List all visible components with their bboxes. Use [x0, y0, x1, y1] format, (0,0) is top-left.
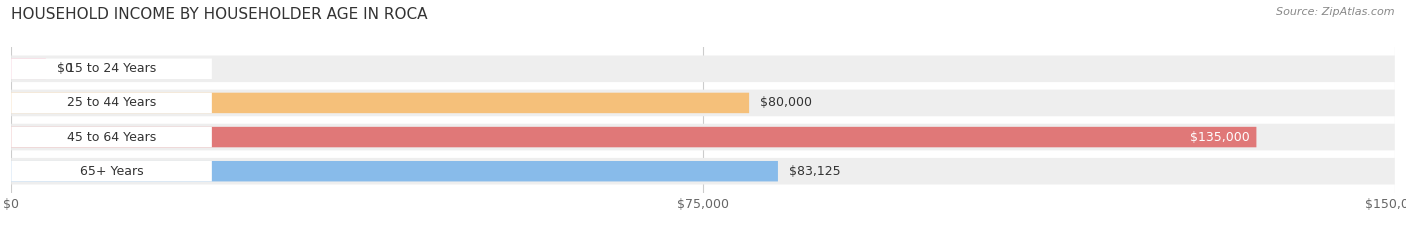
Text: 25 to 44 Years: 25 to 44 Years [67, 96, 156, 110]
Text: Source: ZipAtlas.com: Source: ZipAtlas.com [1277, 7, 1395, 17]
FancyBboxPatch shape [11, 90, 1395, 116]
FancyBboxPatch shape [11, 158, 1395, 185]
Text: 15 to 24 Years: 15 to 24 Years [67, 62, 156, 75]
Text: $83,125: $83,125 [789, 165, 841, 178]
Text: HOUSEHOLD INCOME BY HOUSEHOLDER AGE IN ROCA: HOUSEHOLD INCOME BY HOUSEHOLDER AGE IN R… [11, 7, 427, 22]
FancyBboxPatch shape [11, 58, 46, 79]
FancyBboxPatch shape [11, 124, 1395, 150]
FancyBboxPatch shape [11, 93, 749, 113]
Text: 45 to 64 Years: 45 to 64 Years [67, 130, 156, 144]
FancyBboxPatch shape [11, 161, 778, 182]
Text: $0: $0 [56, 62, 73, 75]
FancyBboxPatch shape [11, 55, 1395, 82]
FancyBboxPatch shape [11, 161, 212, 182]
Text: $80,000: $80,000 [761, 96, 813, 110]
FancyBboxPatch shape [11, 127, 1257, 147]
FancyBboxPatch shape [11, 58, 212, 79]
Text: 65+ Years: 65+ Years [80, 165, 143, 178]
FancyBboxPatch shape [11, 93, 212, 113]
FancyBboxPatch shape [11, 127, 212, 147]
Text: $135,000: $135,000 [1189, 130, 1250, 144]
